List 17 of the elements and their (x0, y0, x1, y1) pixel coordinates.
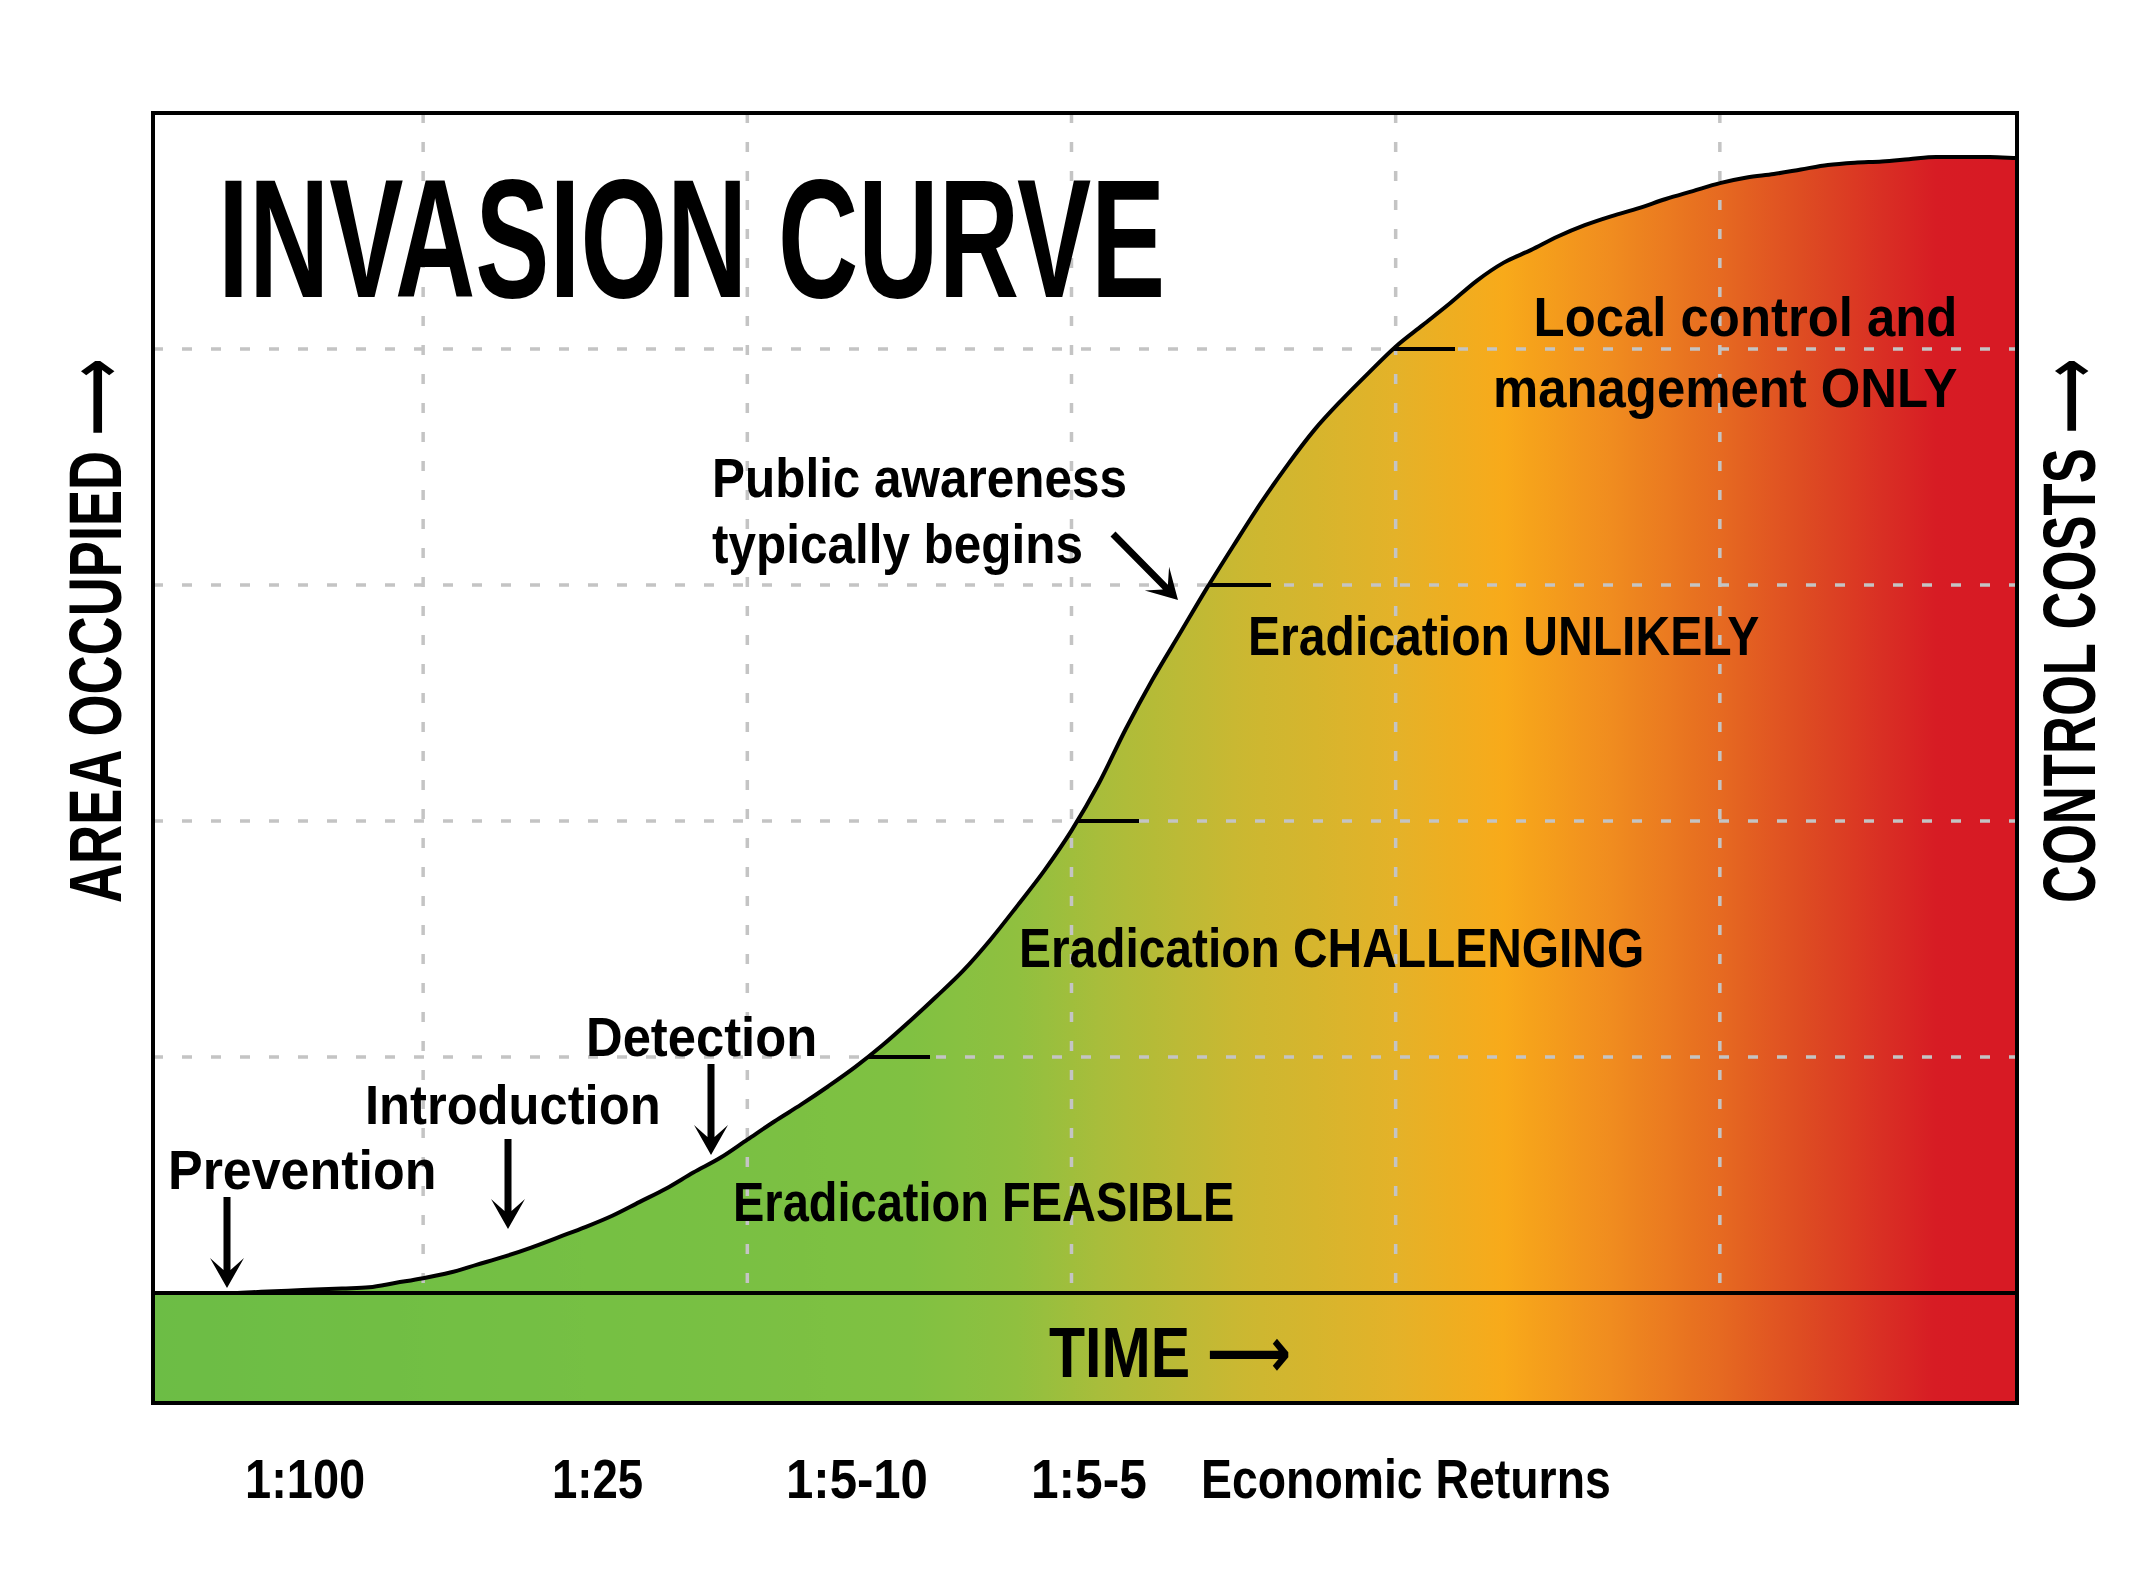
text: Economic Returns (1201, 1446, 1611, 1510)
annotation: Eradication FEASIBLE (733, 1169, 1235, 1233)
chart-title: INVASION CURVE (218, 144, 1166, 333)
text: 1:5-10 (786, 1446, 928, 1510)
annotation: Detection (586, 1004, 818, 1068)
text: 1:5-5 (1031, 1446, 1147, 1510)
annotation: Eradication CHALLENGING (1019, 915, 1645, 979)
annotation: Prevention (168, 1137, 437, 1201)
x-axis-title: TIME ⟶ (1049, 1312, 1292, 1392)
annotation: Eradication UNLIKELY (1248, 603, 1760, 667)
annotation: Introduction (365, 1072, 661, 1136)
annotation: Local control and management ONLY (1493, 284, 1958, 422)
y-axis-title: AREA OCCUPIED ⟶ (54, 358, 138, 903)
text: 1:100 (245, 1446, 366, 1510)
y2-axis-title: CONTROL COSTS ⟶ (2028, 358, 2112, 903)
annotation: Public awareness typically begins (712, 444, 1128, 577)
text: 1:25 (552, 1446, 644, 1510)
